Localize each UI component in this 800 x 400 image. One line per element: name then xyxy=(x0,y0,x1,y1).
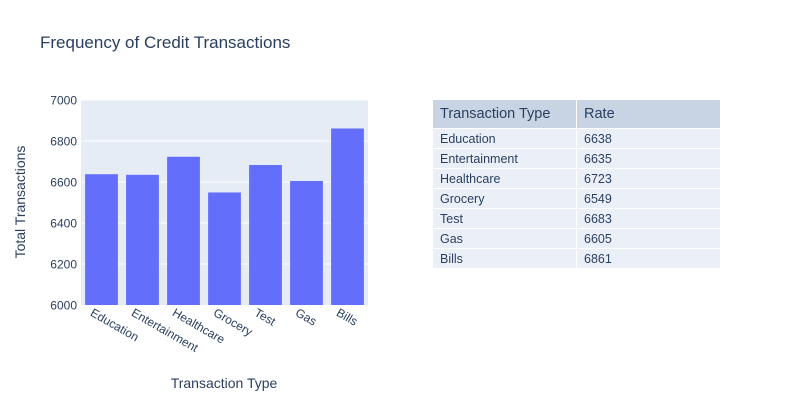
table-cell: 6549 xyxy=(584,191,612,206)
x-tick-label: Gas xyxy=(293,305,319,328)
bar-gas[interactable] xyxy=(290,180,323,305)
table-cell: 6683 xyxy=(584,211,612,226)
table-cell: Bills xyxy=(433,249,577,268)
table-row: Test 6683 xyxy=(433,209,720,228)
table-header-cell: Transaction Type xyxy=(433,100,577,128)
table-cell: Gas xyxy=(433,229,577,248)
bar-bills[interactable] xyxy=(331,128,364,305)
bar-education[interactable] xyxy=(85,174,118,305)
y-tick-label: 6200 xyxy=(50,258,77,272)
bar-test[interactable] xyxy=(249,164,282,305)
bar-entertainment[interactable] xyxy=(126,174,159,305)
table-row: Education 6638 xyxy=(433,129,720,148)
y-tick-label: 7000 xyxy=(50,94,77,108)
y-tick-labels: 6000 6200 6400 6600 6800 7000 xyxy=(50,94,77,313)
table-cell: Healthcare xyxy=(433,169,577,188)
bars xyxy=(85,128,364,305)
table-row: Gas 6605 xyxy=(433,229,720,248)
table-cell: 6635 xyxy=(584,151,612,166)
table-cell: 6638 xyxy=(584,131,612,146)
table-row: Entertainment 6635 xyxy=(433,149,720,168)
chart-title: Frequency of Credit Transactions xyxy=(40,33,291,52)
x-tick-label: Test xyxy=(252,305,279,328)
table-header-cell: Rate xyxy=(584,106,615,122)
x-tick-labels: EducationEntertainmentHealthcareGroceryT… xyxy=(88,305,360,355)
y-tick-label: 6800 xyxy=(50,135,77,149)
table-cell: Test xyxy=(433,209,577,228)
table-cell: Education xyxy=(433,129,577,148)
transaction-table: Transaction Type Rate Education 6638 Enterta… xyxy=(433,100,720,269)
table-cell: 6605 xyxy=(584,231,612,246)
table-header-row: Transaction Type Rate xyxy=(433,100,720,128)
table-row: Grocery 6549 xyxy=(433,189,720,208)
table-row: Healthcare 6723 xyxy=(433,169,720,188)
x-axis-title: Transaction Type xyxy=(171,375,278,391)
x-tick-label: Bills xyxy=(334,305,360,328)
table-row: Bills 6861 xyxy=(433,249,720,268)
table-cell: Grocery xyxy=(433,189,577,208)
table-cell: 6723 xyxy=(584,171,612,186)
bar-grocery[interactable] xyxy=(208,192,241,305)
y-tick-label: 6000 xyxy=(50,299,77,313)
y-tick-label: 6400 xyxy=(50,217,77,231)
table-cell: 6861 xyxy=(584,251,612,266)
y-axis-title: Total Transactions xyxy=(12,146,28,259)
table-cell: Entertainment xyxy=(433,149,577,168)
bar-healthcare[interactable] xyxy=(167,156,200,305)
y-tick-label: 6600 xyxy=(50,176,77,190)
